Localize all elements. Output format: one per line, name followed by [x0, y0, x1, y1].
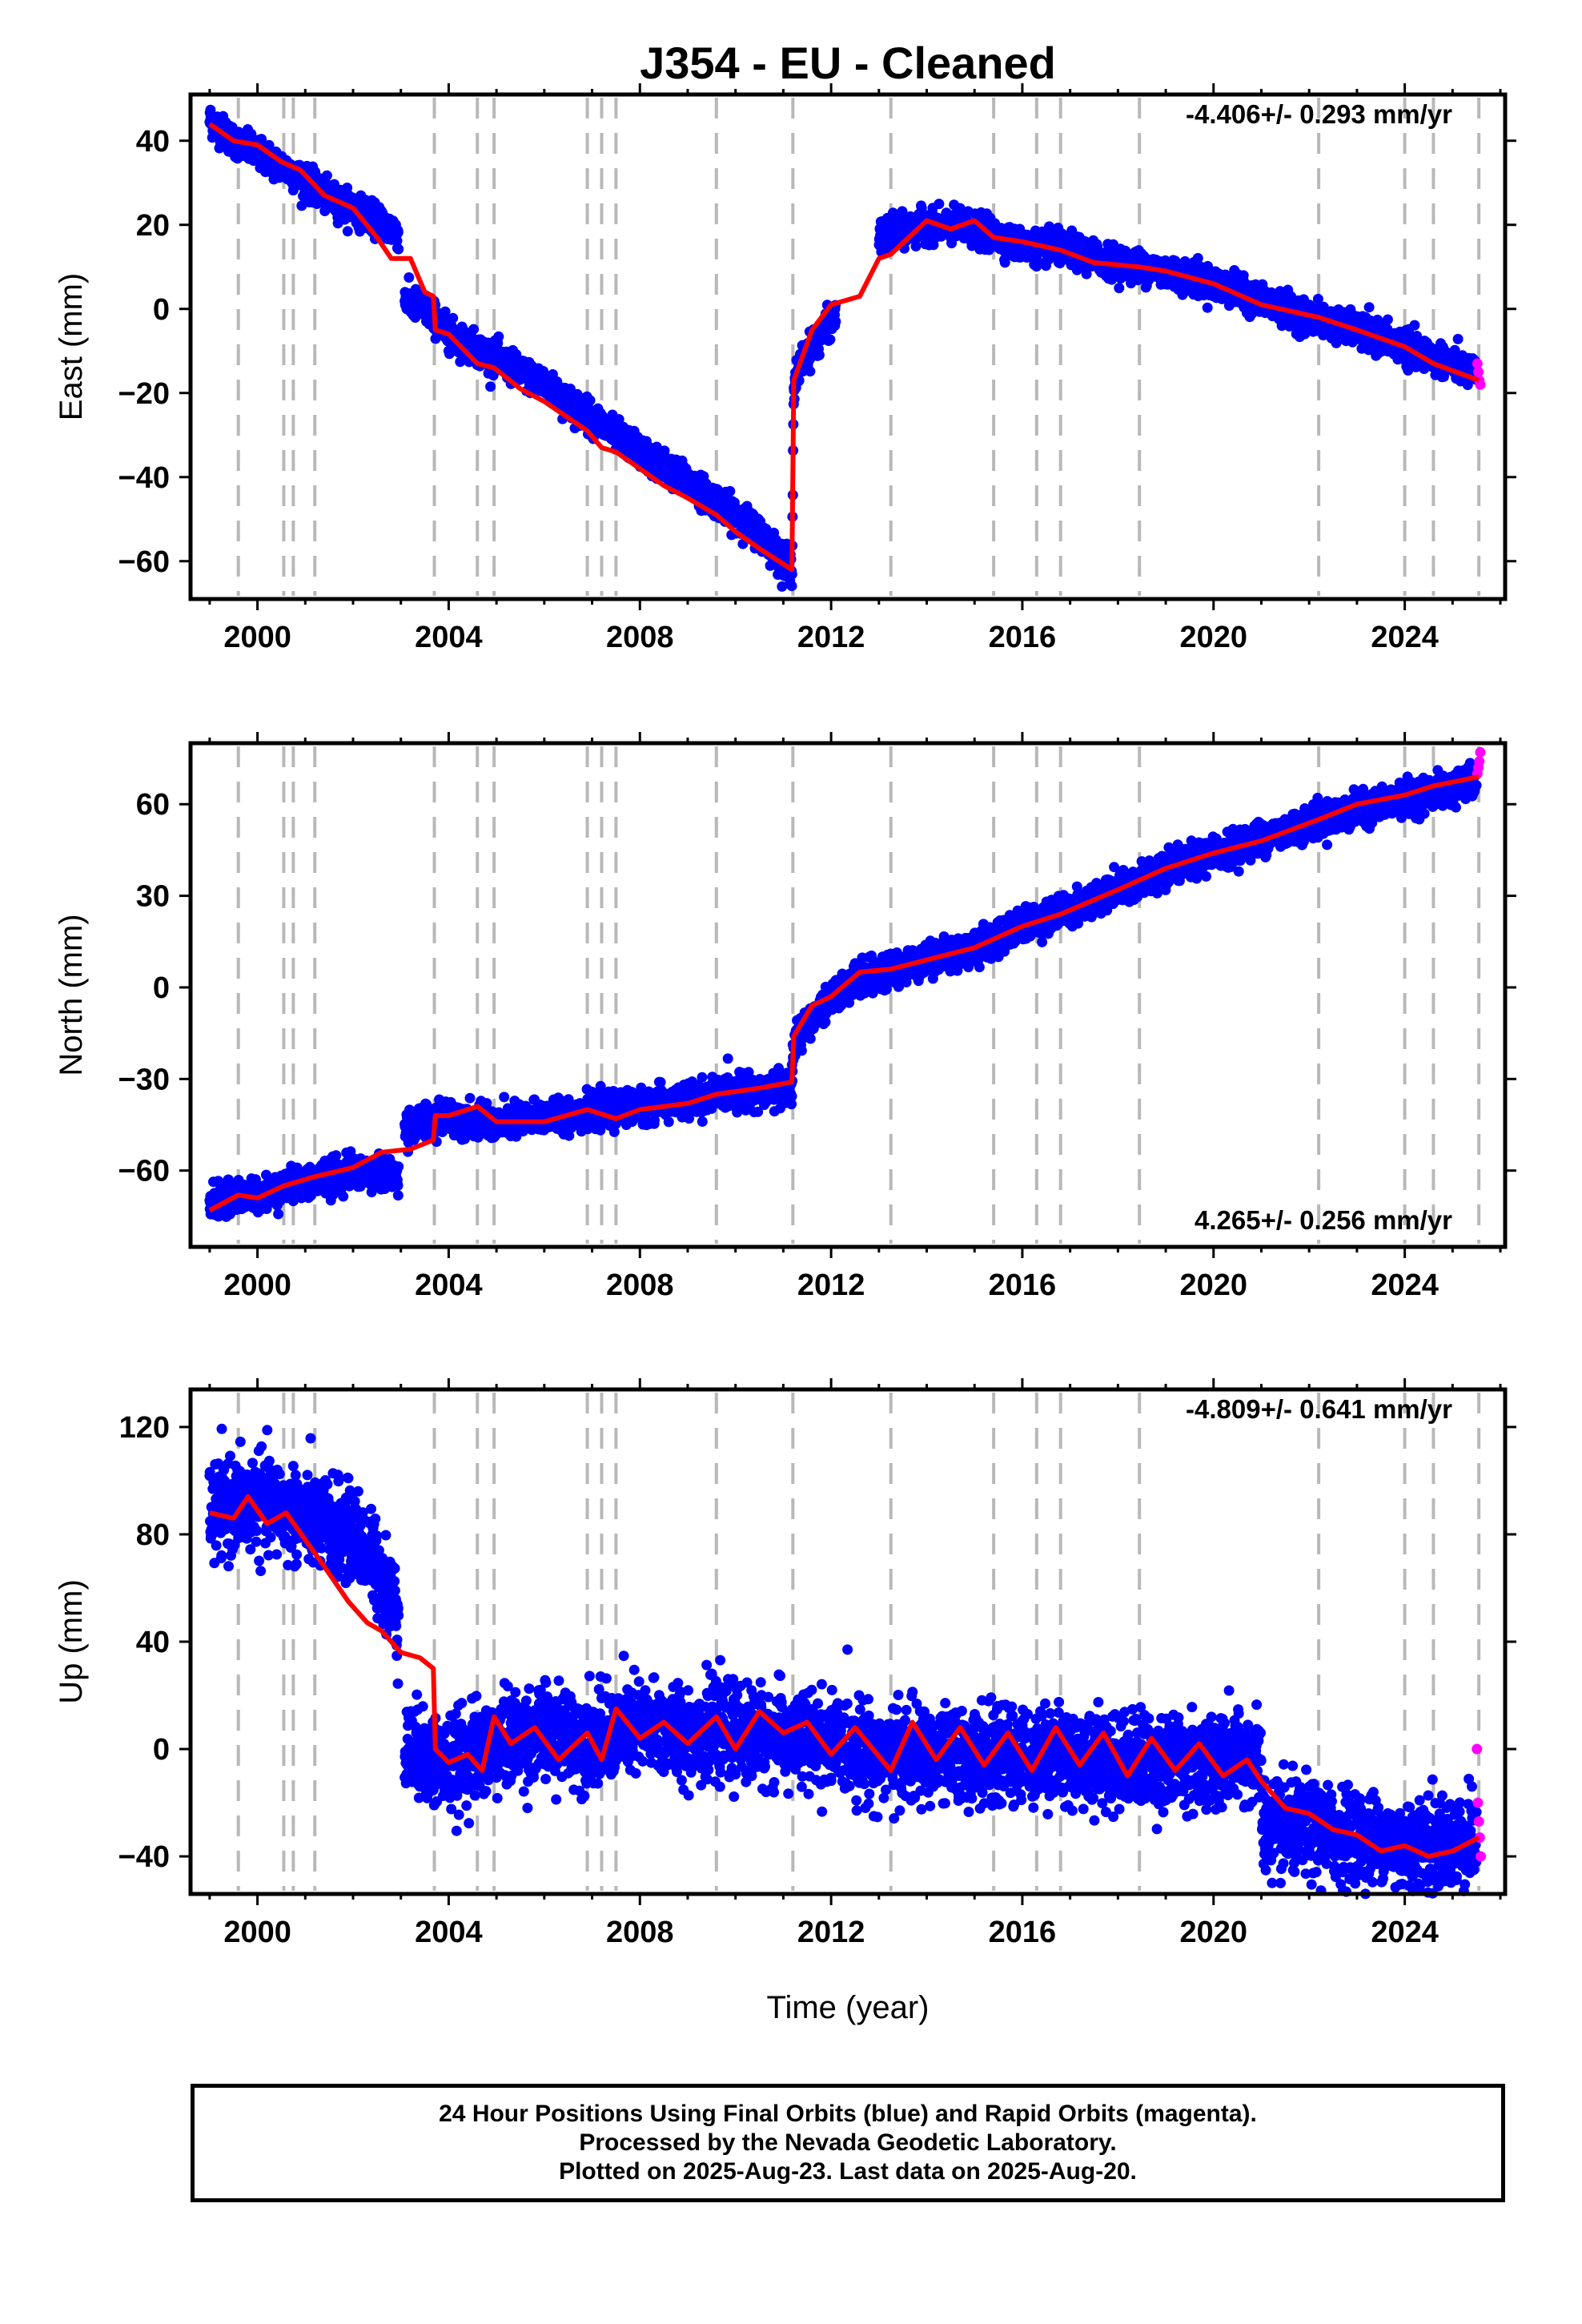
y-tick-label-east-2: 0 [153, 293, 170, 327]
final-point-east-3608 [1202, 302, 1213, 313]
final-point-east-2358 [830, 316, 841, 327]
panel-north: 2000 2004 2008 2012 2016 2020 202460300−30−60N… [54, 732, 1516, 1302]
y-tick-label-east-3: −20 [118, 377, 170, 411]
final-point-east-4561 [1452, 333, 1464, 344]
plot-frame-east [188, 92, 1508, 601]
final-point-east-1045 [485, 381, 496, 392]
final-point-east-4294 [1382, 314, 1393, 325]
final-orbit-points-east [204, 104, 1482, 592]
y-axis-label-east: East (mm) [54, 273, 89, 420]
final-point-east-1076 [493, 331, 504, 342]
final-point-east-717 [392, 227, 404, 238]
final-point-east-735 [404, 272, 415, 283]
x-tick-label-east-3: 2012 [797, 621, 865, 654]
y-tick-label-east-5: −60 [118, 545, 170, 579]
final-point-east-2261 [805, 366, 816, 377]
final-point-east-1424 [584, 395, 596, 406]
final-point-east-2337 [825, 334, 836, 345]
final-point-east-981 [468, 324, 480, 335]
final-point-east-446 [321, 170, 332, 181]
x-tick-label-east-0: 2000 [223, 621, 291, 654]
x-tick-label-east-5: 2020 [1180, 621, 1248, 654]
final-point-east-2587 [934, 199, 945, 210]
final-point-east-2191 [786, 581, 797, 592]
x-tick-label-east-6: 2024 [1371, 621, 1439, 654]
x-tick-label-east-2: 2008 [606, 621, 674, 654]
final-point-east-1956 [725, 485, 736, 497]
final-point-east-902 [448, 312, 459, 324]
final-point-east-4223 [1363, 302, 1375, 313]
final-point-east-873 [440, 306, 451, 317]
final-point-east-930 [455, 356, 466, 368]
chart-title: J354 - EU - Cleaned [640, 38, 1056, 88]
panel-east: 2000 2004 2008 2012 2016 2020 2024 40 20 0 −20 −40 −… [54, 83, 1516, 654]
x-tick-label-east-1: 2004 [415, 621, 483, 654]
final-point-east-4396 [1409, 320, 1420, 331]
model-line-east [208, 122, 1480, 573]
y-tick-label-east-1: 20 [136, 209, 170, 243]
final-point-east-525 [342, 226, 353, 237]
final-point-east-2296 [813, 349, 825, 360]
final-point-east-3272 [1114, 283, 1125, 294]
y-tick-label-east-0: 40 [136, 125, 170, 159]
x-tick-label-east-4: 2016 [989, 621, 1057, 654]
y-tick-label-east-4: −40 [118, 461, 170, 495]
rate-annotation-east: -4.406+/- 0.293 mm/yr [1186, 99, 1452, 129]
final-point-east-718 [393, 243, 404, 255]
final-point-east-3 [205, 104, 216, 115]
panels-layer: 2000 2004 2008 2012 2016 2020 2024 40 20 0 −20 −40 −… [54, 83, 1516, 1949]
